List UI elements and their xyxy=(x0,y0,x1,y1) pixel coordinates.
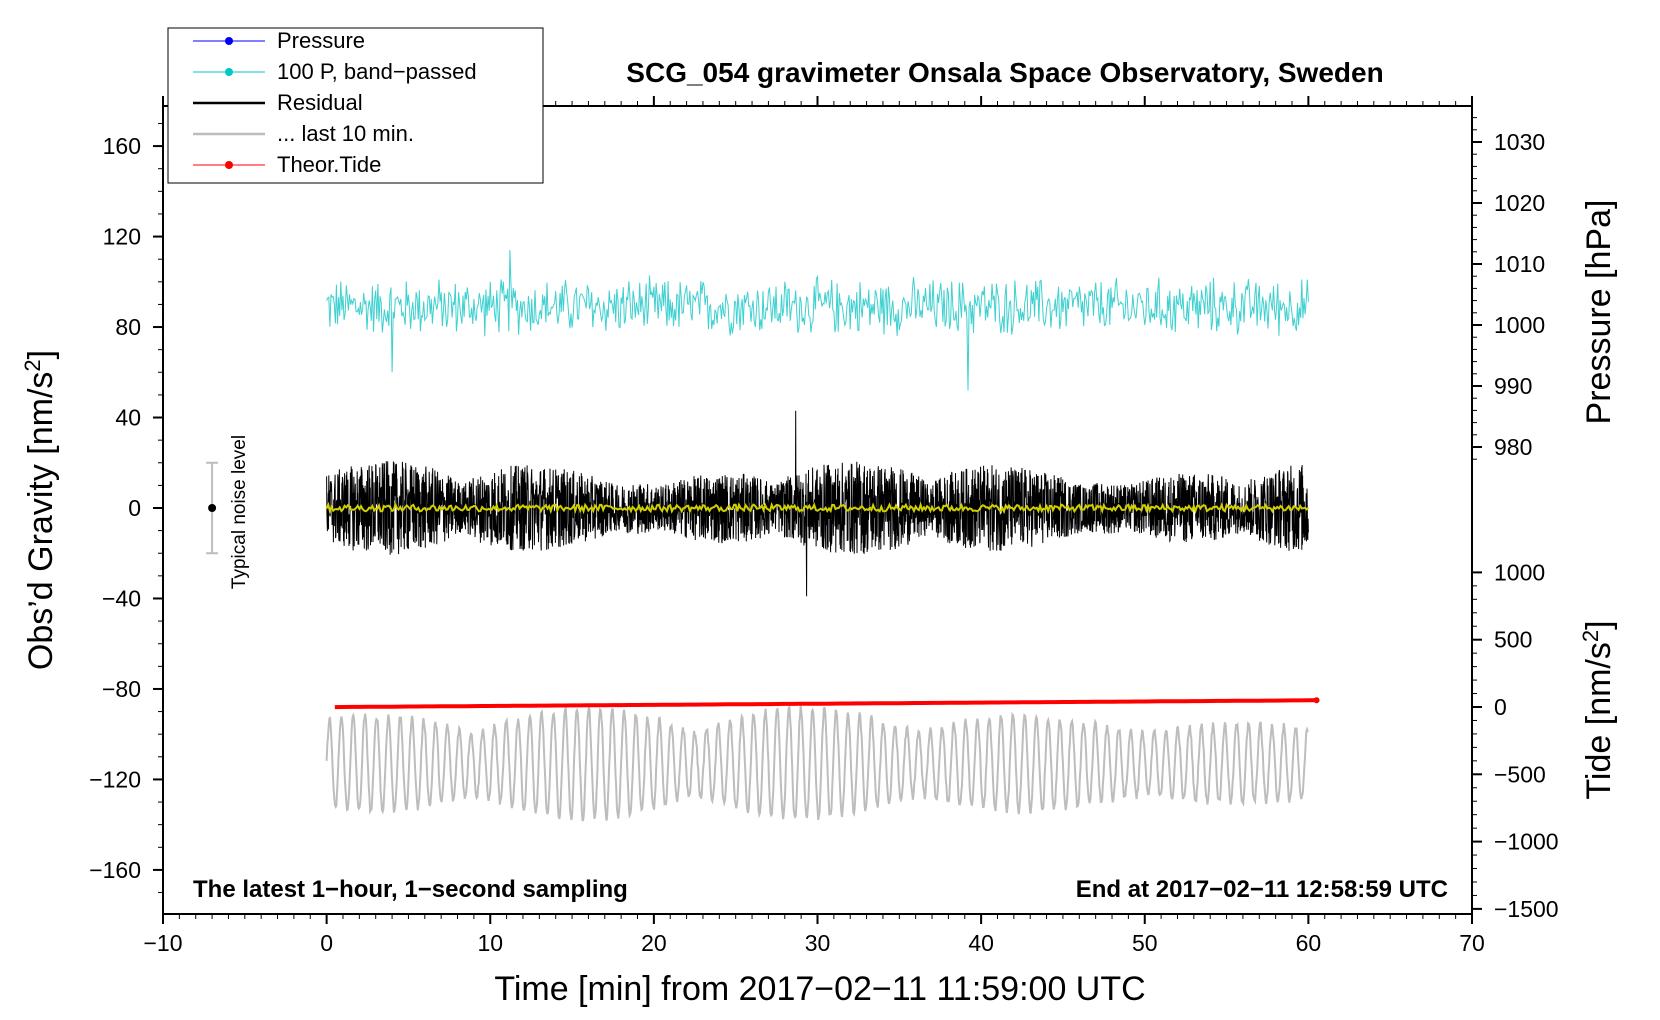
x-tick-label: 20 xyxy=(641,930,667,956)
y-axis-label-left: Obs’d Gravity [nm/s2] xyxy=(20,350,61,670)
chart-title: SCG_054 gravimeter Onsala Space Observat… xyxy=(626,57,1383,88)
legend-label: Residual xyxy=(277,90,363,115)
note-right: End at 2017−02−11 12:58:59 UTC xyxy=(1076,876,1448,903)
y-tick-label-tide: −1000 xyxy=(1494,829,1559,855)
legend: Pressure 100 P, band−passed Residual ... la… xyxy=(167,27,544,184)
y-axis-label-left-end: ] xyxy=(22,350,60,359)
series-layer xyxy=(325,250,1320,822)
legend-label: Theor.Tide xyxy=(277,152,381,177)
y-axis-label-tide-main: Tide [nm/s xyxy=(1580,642,1618,799)
noise-bar-center-dot xyxy=(208,504,217,512)
legend-label: ... last 10 min. xyxy=(277,121,414,146)
y-axis-label-tide: Tide [nm/s2] xyxy=(1578,620,1619,799)
legend-label: 100 P, band−passed xyxy=(277,59,477,84)
note-left: The latest 1−hour, 1−second sampling xyxy=(193,876,628,903)
series-residual-smoothed xyxy=(325,501,1310,515)
y-tick-label-pressure: 1010 xyxy=(1494,251,1545,277)
y-axis-label-left-main: Obs’d Gravity [nm/s xyxy=(22,372,60,671)
y-tick-label-tide: 500 xyxy=(1494,627,1532,653)
y-tick-label-pressure: 1000 xyxy=(1494,312,1545,338)
y-tick-label-left: 160 xyxy=(103,133,141,159)
y-axis-label-pressure: Pressure [hPa] xyxy=(1580,200,1618,425)
y-tick-label-left: −160 xyxy=(89,857,141,883)
y-tick-label-left: 80 xyxy=(115,314,141,340)
legend-items: Pressure 100 P, band−passed Residual ... la… xyxy=(193,28,477,177)
x-tick-label: −10 xyxy=(143,930,182,956)
x-tick-label: 60 xyxy=(1296,930,1322,956)
y-tick-label-pressure: 980 xyxy=(1494,434,1532,460)
y-axis-label-tide-end: ] xyxy=(1580,620,1618,629)
y-tick-label-left: 0 xyxy=(128,495,141,521)
y-tick-label-left: −120 xyxy=(89,766,141,792)
legend-marker xyxy=(225,161,233,169)
noise-bar-group xyxy=(206,461,219,555)
x-axis-label: Time [min] from 2017−02−11 11:59:00 UTC xyxy=(494,970,1145,1008)
series-last-10-min xyxy=(325,704,1309,822)
series-theor-tide xyxy=(334,698,1317,710)
y-axis-label-left-sup: 2 xyxy=(20,359,45,371)
y-tick-label-left: 40 xyxy=(115,405,141,431)
legend-box xyxy=(167,27,544,184)
y-axis-label-tide-sup: 2 xyxy=(1578,630,1603,642)
x-tick-label: 10 xyxy=(477,930,503,956)
y-tick-label-left: 120 xyxy=(103,224,141,250)
noise-label: Typical noise level xyxy=(229,435,250,589)
legend-marker xyxy=(225,37,233,45)
series-pressure-bandpassed xyxy=(326,250,1309,391)
series-residual xyxy=(326,410,1309,597)
y-tick-label-tide: 1000 xyxy=(1494,559,1545,585)
y-tick-label-left: −80 xyxy=(102,676,141,702)
legend-marker xyxy=(225,68,233,76)
y-tick-label-left: −40 xyxy=(102,585,141,611)
y-tick-label-tide: 0 xyxy=(1494,694,1507,720)
y-tick-label-pressure: 1020 xyxy=(1494,190,1545,216)
x-tick-label: 40 xyxy=(968,930,994,956)
series-theor-tide-end-marker xyxy=(1313,697,1320,704)
y-tick-label-pressure: 990 xyxy=(1494,373,1532,399)
y-tick-label-tide: −500 xyxy=(1494,761,1546,787)
y-tick-label-tide: −1500 xyxy=(1494,896,1559,922)
x-tick-label: 0 xyxy=(320,930,333,956)
legend-label: Pressure xyxy=(277,28,365,53)
x-tick-label: 30 xyxy=(805,930,831,956)
axis-ticks: −10 0 10 20 30 40 50 60 70−160−120−80−4004080120… xyxy=(89,96,1559,956)
y-tick-label-pressure: 1030 xyxy=(1494,129,1545,155)
x-tick-label: 70 xyxy=(1459,930,1485,956)
x-tick-label: 50 xyxy=(1132,930,1158,956)
